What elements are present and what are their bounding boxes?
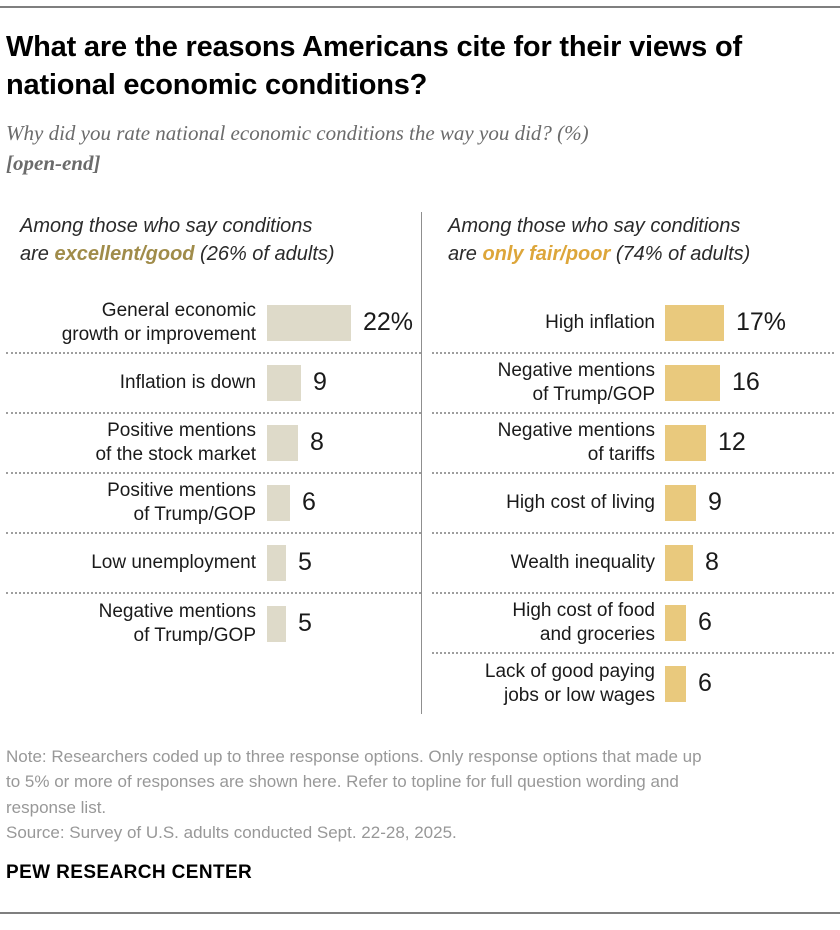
- chart-row: Positive mentions of Trump/GOP 6: [6, 474, 421, 534]
- chart-panels: Among those who say conditions are excel…: [6, 211, 834, 714]
- bar-value: 6: [698, 608, 712, 637]
- panel-only-fair-poor: Among those who say conditions are only …: [422, 212, 834, 714]
- bar: [665, 364, 720, 401]
- bar-value: 6: [698, 669, 712, 698]
- row-label: Positive mentions of the stock market: [95, 420, 256, 465]
- panel-excellent-good: Among those who say conditions are excel…: [6, 212, 421, 714]
- chart-row: Wealth inequality 8: [432, 534, 834, 594]
- row-label: Wealth inequality: [510, 551, 655, 573]
- row-label: High cost of food and groceries: [512, 600, 655, 645]
- panel-header-prefix: Among those who say conditions are: [20, 214, 313, 265]
- row-label: High cost of living: [506, 491, 655, 513]
- bar: [665, 544, 693, 581]
- chart-row: Positive mentions of the stock market 8: [6, 414, 421, 474]
- chart-row: High cost of living 9: [432, 474, 834, 534]
- row-label: Low unemployment: [91, 551, 256, 573]
- bar-value: 8: [310, 428, 324, 457]
- bar: [267, 304, 351, 341]
- bar: [665, 665, 686, 702]
- chart-row: High cost of food and groceries 6: [432, 594, 834, 654]
- bar-rows: High inflation 17% Negative mentions of …: [432, 294, 834, 714]
- bar: [267, 544, 286, 581]
- page-title: What are the reasons Americans cite for …: [6, 31, 742, 102]
- chart-row: Negative mentions of Trump/GOP 16: [432, 354, 834, 414]
- panel-header-highlight: excellent/good: [54, 242, 195, 265]
- chart-subtitle: Why did you rate national economic condi…: [6, 118, 834, 178]
- bar: [665, 424, 706, 461]
- panel-header-only-fair-poor: Among those who say conditions are only …: [432, 212, 834, 268]
- top-border-rule: [0, 6, 840, 8]
- bar-value: 8: [705, 548, 719, 577]
- chart-row: Low unemployment 5: [6, 534, 421, 594]
- pew-research-center-wordmark: PEW RESEARCH CENTER: [6, 861, 253, 883]
- bar: [267, 605, 286, 642]
- row-label: Negative mentions of tariffs: [497, 420, 655, 465]
- bar: [267, 484, 290, 521]
- bar-value: 12: [718, 428, 746, 457]
- row-label: Positive mentions of Trump/GOP: [107, 480, 256, 525]
- bottom-border-rule: [0, 911, 840, 914]
- bar-value: 5: [298, 548, 312, 577]
- chart-row: Negative mentions of tariffs 12: [432, 414, 834, 474]
- bar: [665, 484, 696, 521]
- bar: [267, 364, 301, 401]
- row-label: Negative mentions of Trump/GOP: [98, 601, 256, 646]
- bar-value: 9: [313, 368, 327, 397]
- panel-header-suffix: (26% of adults): [194, 242, 335, 265]
- subtitle-open-end: [open-end]: [6, 150, 101, 175]
- bar: [267, 424, 298, 461]
- chart-row: General economic growth or improvement 2…: [6, 294, 421, 354]
- note-text: Note: Researchers coded up to three resp…: [6, 746, 702, 817]
- source-text: Source: Survey of U.S. adults conducted …: [6, 823, 457, 843]
- bar-value: 6: [302, 488, 316, 517]
- bar-rows: General economic growth or improvement 2…: [6, 294, 421, 654]
- bar-value: 16: [732, 368, 760, 397]
- panel-header-highlight: only fair/poor: [482, 242, 611, 265]
- bar-value: 5: [298, 609, 312, 638]
- panel-header-excellent-good: Among those who say conditions are excel…: [6, 212, 421, 268]
- chart-row: Lack of good paying jobs or low wages 6: [432, 654, 834, 714]
- row-label: Negative mentions of Trump/GOP: [497, 360, 655, 405]
- panel-header-prefix: Among those who say conditions are: [448, 214, 741, 265]
- bar-value: 22%: [363, 308, 414, 337]
- page: What are the reasons Americans cite for …: [0, 28, 840, 884]
- panel-header-suffix: (74% of adults): [610, 242, 751, 265]
- row-label: General economic growth or improvement: [61, 300, 256, 345]
- row-label: High inflation: [545, 311, 655, 333]
- bar: [665, 604, 686, 641]
- row-label: Inflation is down: [119, 371, 256, 393]
- row-label: Lack of good paying jobs or low wages: [484, 661, 655, 706]
- subtitle-question: Why did you rate national economic condi…: [6, 120, 589, 145]
- bar-value: 9: [708, 488, 722, 517]
- chart-row: Inflation is down 9: [6, 354, 421, 414]
- chart-row: Negative mentions of Trump/GOP 5: [6, 594, 421, 654]
- chart-row: High inflation 17%: [432, 294, 834, 354]
- bar-value: 17%: [736, 308, 787, 337]
- bar: [665, 304, 724, 341]
- panel-divider: [421, 211, 422, 714]
